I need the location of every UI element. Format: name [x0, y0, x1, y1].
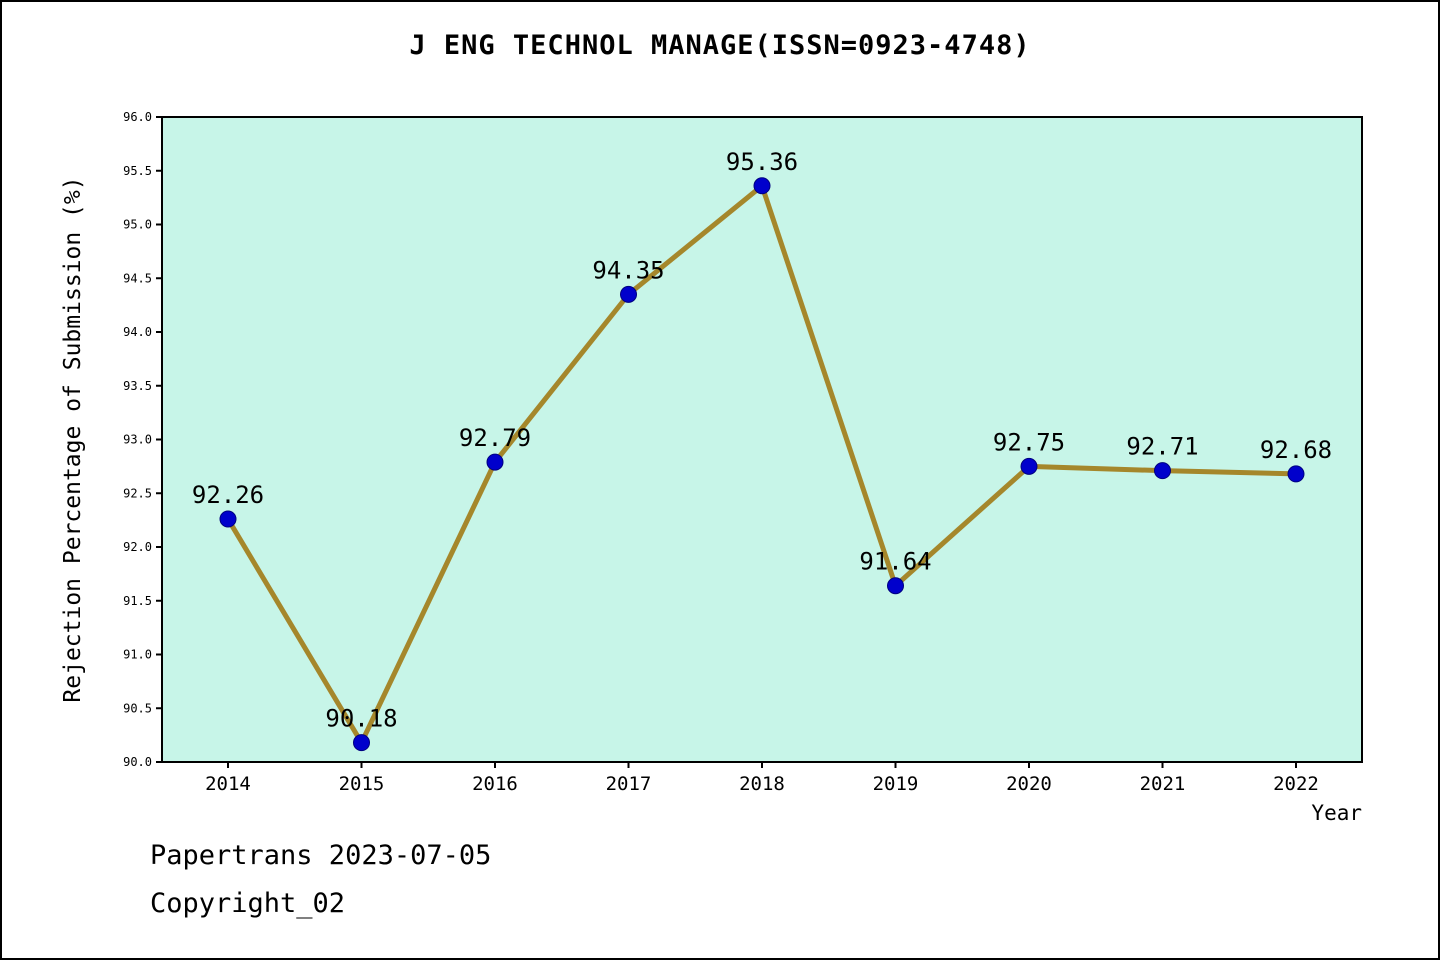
data-point-label: 92.26: [192, 481, 264, 509]
data-point: [620, 285, 637, 303]
data-point: [486, 453, 504, 471]
y-tick-label: 94.5: [123, 271, 152, 285]
data-point-label: 94.35: [592, 256, 664, 284]
x-tick-label: 2021: [1140, 773, 1186, 795]
x-tick-label: 2018: [739, 773, 785, 795]
y-tick-label: 92.5: [123, 486, 152, 500]
y-tick-label: 95.0: [123, 218, 152, 232]
y-axis-label: Rejection Percentage of Submission (%): [60, 176, 86, 702]
y-tick-label: 93.0: [123, 433, 152, 447]
x-tick-label: 2019: [873, 773, 919, 795]
data-point: [1020, 457, 1038, 475]
data-point: [887, 577, 904, 595]
y-tick-label: 91.5: [123, 594, 152, 608]
data-point-label: 91.64: [859, 548, 931, 576]
data-point-label: 92.75: [993, 428, 1065, 456]
x-tick-label: 2016: [472, 773, 518, 795]
x-tick-label: 2020: [1006, 773, 1052, 795]
data-point: [753, 177, 771, 195]
x-tick-label: 2014: [205, 773, 251, 795]
chart-title: J ENG TECHNOL MANAGE(ISSN=0923-4748): [409, 30, 1031, 61]
x-tick-label: 2017: [606, 773, 652, 795]
data-point-label: 92.71: [1126, 433, 1198, 461]
y-tick-label: 90.0: [123, 755, 152, 769]
data-point-label: 95.36: [726, 148, 798, 176]
data-point-label: 90.18: [325, 705, 397, 733]
y-tick-label: 94.0: [123, 325, 152, 339]
data-point-label: 92.79: [459, 424, 531, 452]
x-tick-label: 2022: [1273, 773, 1319, 795]
data-point: [219, 510, 237, 528]
data-point: [1287, 465, 1305, 483]
data-point: [353, 734, 370, 752]
x-axis-label: Year: [1311, 801, 1362, 825]
data-point-label: 92.68: [1260, 436, 1332, 464]
y-tick-label: 90.5: [123, 701, 152, 715]
y-tick-label: 92.0: [123, 540, 152, 554]
plot-area: [161, 116, 1363, 763]
y-tick-label: 91.0: [123, 648, 152, 662]
y-tick-label: 93.5: [123, 379, 152, 393]
data-point: [1154, 462, 1171, 480]
footer-copyright: Copyright_02: [150, 888, 346, 919]
x-tick-label: 2015: [339, 773, 385, 795]
footer-source-date: Papertrans 2023-07-05: [150, 840, 492, 871]
y-tick-label: 95.5: [123, 164, 152, 178]
y-tick-label: 96.0: [123, 110, 152, 124]
